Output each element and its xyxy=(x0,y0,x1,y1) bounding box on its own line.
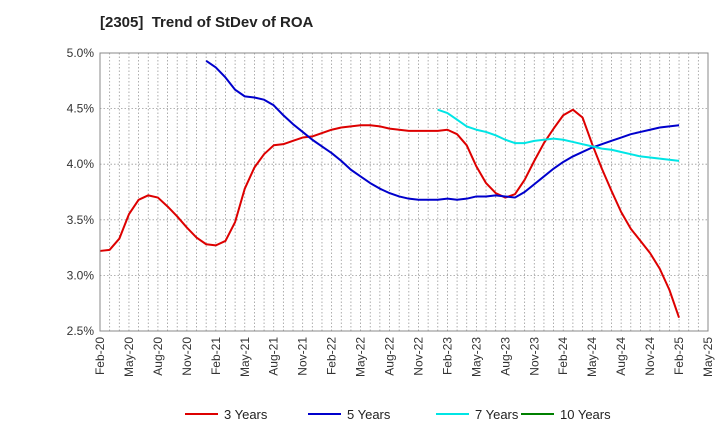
x-tick-label: Nov-22 xyxy=(411,337,425,376)
x-tick-label: Feb-23 xyxy=(440,337,454,375)
series-lines xyxy=(99,59,680,318)
x-tick-label: Feb-21 xyxy=(209,337,223,375)
x-tick-label: May-25 xyxy=(701,337,715,377)
y-tick-label: 2.5% xyxy=(67,324,95,338)
y-tick-label: 4.5% xyxy=(67,102,95,116)
x-tick-label: Nov-23 xyxy=(527,337,541,376)
x-tick-label: Feb-22 xyxy=(325,337,339,375)
series-line-3-years xyxy=(99,108,680,318)
x-tick-label: Nov-21 xyxy=(296,337,310,376)
x-tick-label: May-21 xyxy=(238,337,252,377)
x-tick-label: May-22 xyxy=(354,337,368,377)
x-tick-label: Aug-20 xyxy=(151,337,165,376)
x-tick-label: May-20 xyxy=(122,337,136,377)
x-axis-ticks: Feb-20 May-20 Aug-20 Nov-20 Feb-21 May-21 Aug-… xyxy=(93,337,715,377)
legend-label: 5 Years xyxy=(347,407,391,422)
x-tick-label: Aug-22 xyxy=(383,337,397,376)
series-line-7-years xyxy=(437,108,680,162)
grid xyxy=(100,53,708,331)
legend-label: 7 Years xyxy=(475,407,519,422)
y-tick-label: 3.0% xyxy=(67,268,95,282)
y-axis-ticks: 2.5% 3.0% 3.5% 4.0% 4.5% 5.0% xyxy=(67,46,95,338)
legend-label: 10 Years xyxy=(560,407,611,422)
plot-frame xyxy=(99,52,709,332)
x-tick-label: Aug-24 xyxy=(614,337,628,376)
y-tick-label: 4.0% xyxy=(67,157,95,171)
x-tick-label: Feb-24 xyxy=(556,337,570,375)
x-tick-label: Nov-20 xyxy=(180,337,194,376)
x-tick-label: Feb-25 xyxy=(672,337,686,375)
legend: 3 Years 5 Years 7 Years 10 Years xyxy=(185,407,611,422)
y-tick-label: 3.5% xyxy=(67,213,95,227)
x-tick-label: Aug-23 xyxy=(498,337,512,376)
chart-title: [2305] Trend of StDev of ROA xyxy=(100,14,314,31)
x-tick-label: May-23 xyxy=(469,337,483,377)
x-tick-label: Feb-20 xyxy=(93,337,107,375)
y-tick-label: 5.0% xyxy=(67,46,95,60)
x-tick-label: May-24 xyxy=(585,337,599,377)
series-line-5-years xyxy=(205,59,680,201)
x-tick-label: Nov-24 xyxy=(643,337,657,376)
x-tick-label: Aug-21 xyxy=(267,337,281,376)
legend-label: 3 Years xyxy=(224,407,268,422)
